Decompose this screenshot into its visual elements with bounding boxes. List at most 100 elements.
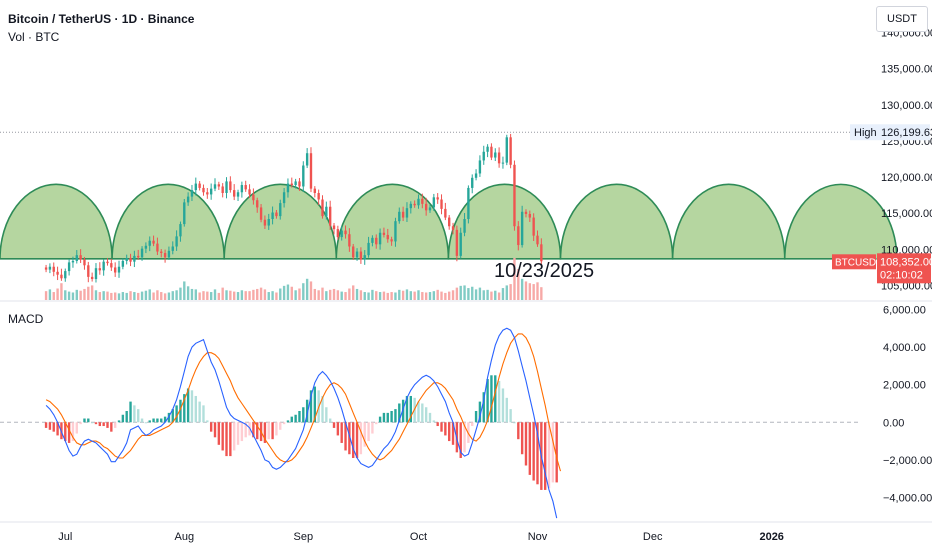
macd-hist-bar-95: [409, 395, 412, 423]
volume-legend[interactable]: Vol · BTC: [8, 30, 60, 44]
volume-bar-37: [186, 286, 190, 300]
candle-27: [148, 236, 151, 252]
volume-bar-39: [194, 289, 197, 300]
candle-119: [501, 156, 505, 169]
volume-bar-96: [413, 291, 416, 300]
candle-46: [221, 183, 224, 198]
candle-55: [256, 197, 259, 213]
date-annotation: 10/23/2025: [494, 260, 594, 282]
candle-17: [110, 258, 113, 271]
macd-hist-bar-54: [252, 422, 255, 438]
candle-66: [298, 178, 301, 191]
candle-122: [513, 160, 516, 231]
macd-hist-bar-45: [217, 422, 221, 445]
volume-bar-77: [340, 291, 343, 300]
last-price-tag: BTCUSDT 108,352.00 02:10:02: [832, 253, 932, 284]
macd-hist-bar-46: [221, 422, 224, 451]
candle-26: [144, 242, 148, 254]
macd-hist-bar-44: [213, 422, 217, 438]
last-price-value-bg: [877, 253, 931, 284]
macd-hist-bar-93: [401, 399, 405, 423]
candle-3: [56, 266, 59, 281]
macd-hist-bar-121: [509, 409, 512, 423]
volume-bar-98: [421, 292, 424, 300]
macd-hist-bar-111: [471, 422, 474, 427]
macd-hist-bar-48: [229, 422, 232, 457]
volume-bar-31: [163, 293, 167, 300]
volume-bar-62: [282, 285, 286, 300]
candle-8: [75, 250, 78, 264]
currency-selector[interactable]: USDT: [876, 6, 928, 32]
macd-axis[interactable]: 6,000.00 4,000.00 2,000.00 0.00 −2,000.00 −4,…: [883, 305, 932, 505]
time-tick-1: Aug: [174, 531, 194, 543]
macd-hist-bar-42: [206, 420, 209, 423]
arc-4: [335, 183, 450, 260]
macd-hist-bar-68: [305, 399, 309, 423]
macd-histogram-group: [44, 375, 558, 490]
candle-77: [340, 226, 343, 241]
time-axis[interactable]: Jul Aug Sep Oct Nov Dec 2026: [58, 531, 784, 543]
last-price-value: 108,352.00: [880, 256, 932, 268]
macd-hist-bar-0: [44, 422, 48, 428]
candle-99: [424, 197, 428, 216]
candle-15: [102, 259, 105, 276]
macd-hist-bar-28: [152, 418, 155, 423]
volume-bar-30: [160, 292, 163, 300]
candle-40: [198, 181, 201, 191]
volume-bar-33: [171, 291, 174, 300]
macd-hist-bar-128: [536, 422, 539, 485]
volume-bar-12: [90, 285, 94, 300]
candle-43: [209, 183, 213, 200]
volume-bar-23: [133, 292, 136, 300]
macd-hist-bar-79: [348, 422, 351, 455]
macd-hist-bar-6: [67, 422, 71, 443]
candle-48: [229, 176, 232, 193]
candle-69: [309, 147, 313, 193]
price-axis[interactable]: 105,000.00110,000.00115,000.00120,000.00…: [881, 27, 932, 292]
candle-1: [48, 263, 52, 274]
volume-bar-18: [113, 292, 117, 300]
candle-129: [540, 238, 543, 265]
volume-bar-27: [148, 289, 151, 300]
macd-hist-bar-7: [71, 422, 75, 442]
volume-bar-99: [424, 292, 428, 300]
candle-78: [344, 225, 347, 239]
candle-25: [140, 246, 144, 261]
macd-hist-bar-87: [378, 416, 382, 423]
volume-bar-118: [497, 292, 501, 300]
macd-hist-bar-78: [344, 422, 347, 451]
volume-bar-127: [532, 284, 535, 300]
volume-bar-125: [524, 281, 528, 300]
candle-16: [106, 258, 109, 266]
candle-104: [444, 202, 447, 221]
volume-bars-group: [44, 258, 543, 300]
volume-bar-15: [102, 291, 105, 300]
candle-39: [194, 177, 197, 196]
candle-5: [64, 268, 67, 282]
macd-legend[interactable]: MACD: [8, 312, 44, 326]
candle-126: [528, 210, 532, 222]
candle-116: [490, 143, 493, 161]
macd-hist-bar-75: [332, 422, 336, 428]
macd-hist-bar-64: [290, 416, 293, 423]
candle-29: [156, 237, 159, 256]
time-tick-5: Dec: [643, 531, 663, 543]
volume-bar-35: [179, 287, 182, 300]
volume-bar-119: [501, 288, 505, 300]
candle-103: [440, 194, 443, 215]
macd-hist-bar-94: [405, 395, 409, 423]
macd-hist-bar-50: [236, 422, 240, 445]
candle-11: [87, 261, 90, 283]
volume-bar-112: [474, 289, 478, 300]
volume-bar-47: [225, 290, 228, 300]
macd-hist-bar-113: [478, 401, 482, 423]
macd-hist-bar-57: [263, 422, 267, 443]
arc-1: [0, 183, 113, 260]
volume-bar-92: [398, 289, 401, 300]
volume-bar-0: [44, 291, 48, 300]
chart-title[interactable]: Bitcoin / TetherUS · 1D · Binance: [8, 12, 195, 26]
volume-bar-88: [382, 291, 386, 300]
volume-bar-78: [344, 292, 347, 300]
